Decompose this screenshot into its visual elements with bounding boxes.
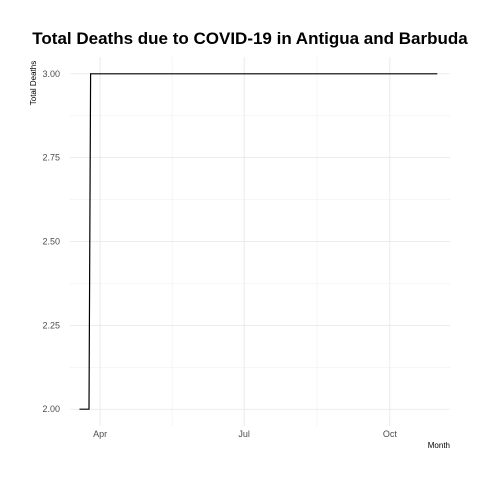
y-tick-label: 2.25: [42, 320, 60, 330]
y-tick-label: 3.00: [42, 69, 60, 79]
x-tick-label: Apr: [93, 429, 107, 439]
x-tick-label: Oct: [383, 429, 398, 439]
y-tick-label: 2.00: [42, 404, 60, 414]
series-layer: [79, 73, 438, 410]
y-tick-labels: 2.00 2.25 2.50 2.75 3.00: [42, 69, 60, 414]
x-tick-label: Jul: [238, 429, 250, 439]
x-axis-label: Month: [428, 441, 450, 450]
y-tick-label: 2.50: [42, 237, 60, 247]
grid: [70, 57, 450, 426]
x-tick-labels: Apr Jul Oct: [93, 429, 397, 439]
y-axis-label: Total Deaths: [29, 61, 38, 105]
y-tick-label: 2.75: [42, 153, 60, 163]
series-line: [79, 73, 438, 410]
chart-title: Total Deaths due to COVID-19 in Antigua …: [32, 29, 468, 48]
